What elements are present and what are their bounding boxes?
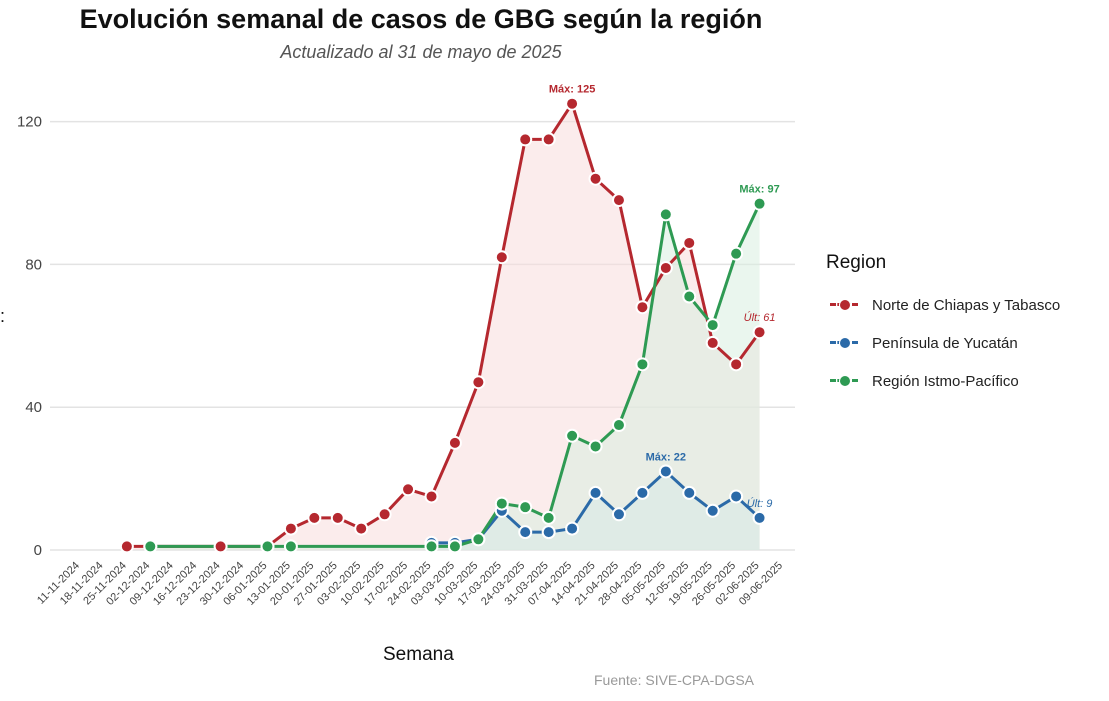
data-point bbox=[541, 525, 556, 540]
data-point bbox=[729, 489, 744, 504]
legend-label: Norte de Chiapas y Tabasco bbox=[872, 296, 1061, 314]
data-point bbox=[143, 539, 158, 554]
data-point bbox=[471, 375, 486, 390]
data-point bbox=[354, 521, 369, 536]
data-point bbox=[705, 503, 720, 518]
data-point bbox=[658, 207, 673, 222]
data-point bbox=[330, 510, 345, 525]
data-point bbox=[635, 485, 650, 500]
data-label: Máx: 125 bbox=[549, 84, 595, 96]
data-point bbox=[705, 335, 720, 350]
data-point bbox=[611, 193, 626, 208]
data-point bbox=[635, 357, 650, 372]
data-point bbox=[682, 485, 697, 500]
y-tick-label: 0 bbox=[34, 542, 42, 559]
data-point bbox=[518, 525, 533, 540]
data-point bbox=[307, 510, 322, 525]
legend-label: Península de Yucatán bbox=[872, 334, 1018, 352]
data-point bbox=[213, 539, 228, 554]
legend-key-norte bbox=[826, 291, 862, 319]
data-point bbox=[518, 500, 533, 515]
data-point bbox=[752, 325, 767, 340]
data-point bbox=[401, 482, 416, 497]
data-point bbox=[541, 132, 556, 147]
data-point bbox=[471, 532, 486, 547]
data-point bbox=[447, 435, 462, 450]
data-point bbox=[588, 439, 603, 454]
data-point bbox=[658, 464, 673, 479]
data-point bbox=[424, 539, 439, 554]
data-point bbox=[682, 289, 697, 304]
series-area bbox=[126, 103, 760, 550]
y-tick-label: 40 bbox=[25, 399, 42, 416]
data-point bbox=[611, 418, 626, 433]
y-tick-label: 80 bbox=[25, 256, 42, 273]
data-point bbox=[260, 539, 275, 554]
data-point bbox=[729, 357, 744, 372]
legend-title: Region bbox=[826, 252, 887, 273]
data-point bbox=[658, 260, 673, 275]
legend-item-peninsula: Península de Yucatán bbox=[826, 324, 1060, 362]
data-point bbox=[682, 235, 697, 250]
data-point bbox=[518, 132, 533, 147]
data-point bbox=[565, 96, 580, 111]
legend: Region Norte de Chiapas y Tabasco Peníns… bbox=[826, 252, 1060, 400]
data-label: Máx: 22 bbox=[646, 451, 686, 463]
data-point bbox=[705, 318, 720, 333]
data-point bbox=[635, 300, 650, 315]
data-point bbox=[565, 521, 580, 536]
x-axis-label: Semana bbox=[383, 644, 454, 665]
legend-item-istmo: Región Istmo-Pacífico bbox=[826, 362, 1060, 400]
y-tick-label: 120 bbox=[17, 114, 42, 131]
data-point bbox=[752, 196, 767, 211]
data-label: Últ: 61 bbox=[744, 311, 776, 324]
data-point bbox=[377, 507, 392, 522]
data-point bbox=[494, 496, 509, 511]
data-point bbox=[541, 510, 556, 525]
data-point bbox=[565, 428, 580, 443]
legend-key-peninsula bbox=[826, 329, 862, 357]
legend-key-istmo bbox=[826, 367, 862, 395]
chart-title: Evolución semanal de casos de GBG según … bbox=[79, 4, 763, 34]
data-point bbox=[447, 539, 462, 554]
data-point bbox=[729, 246, 744, 261]
chart-subtitle: Actualizado al 31 de mayo de 2025 bbox=[280, 42, 562, 62]
data-point bbox=[119, 539, 134, 554]
legend-item-norte: Norte de Chiapas y Tabasco bbox=[826, 286, 1060, 324]
data-point bbox=[283, 521, 298, 536]
series-area bbox=[150, 203, 760, 550]
data-point bbox=[588, 485, 603, 500]
data-point bbox=[494, 250, 509, 265]
data-point bbox=[611, 507, 626, 522]
data-point bbox=[588, 171, 603, 186]
data-point bbox=[752, 510, 767, 525]
source-caption: Fuente: SIVE-CPA-DGSA bbox=[594, 672, 755, 688]
y-axis-label: : bbox=[0, 306, 6, 326]
legend-label: Región Istmo-Pacífico bbox=[872, 372, 1019, 390]
data-label: Últ: 9 bbox=[747, 497, 773, 510]
data-point bbox=[283, 539, 298, 554]
data-label: Máx: 97 bbox=[739, 184, 779, 196]
data-point bbox=[424, 489, 439, 504]
